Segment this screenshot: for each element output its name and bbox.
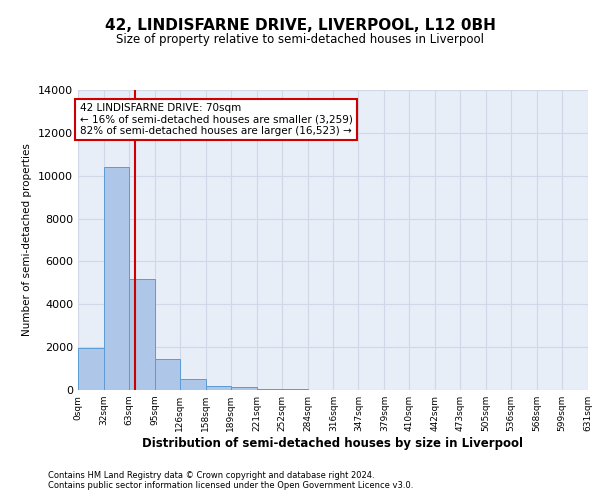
Text: Contains public sector information licensed under the Open Government Licence v3: Contains public sector information licen… (48, 480, 413, 490)
Bar (155, 359, 180, 390)
Bar (104, 167, 129, 390)
Text: Contains HM Land Registry data © Crown copyright and database right 2024.: Contains HM Land Registry data © Crown c… (48, 470, 374, 480)
Text: 42 LINDISFARNE DRIVE: 70sqm
← 16% of semi-detached houses are smaller (3,259)
82: 42 LINDISFARNE DRIVE: 70sqm ← 16% of sem… (80, 103, 352, 136)
Bar (180, 380, 206, 390)
X-axis label: Distribution of semi-detached houses by size in Liverpool: Distribution of semi-detached houses by … (143, 437, 523, 450)
Y-axis label: Number of semi-detached properties: Number of semi-detached properties (22, 144, 32, 336)
Bar (231, 388, 257, 390)
Bar (129, 278, 155, 390)
Text: Size of property relative to semi-detached houses in Liverpool: Size of property relative to semi-detach… (116, 32, 484, 46)
Text: 42, LINDISFARNE DRIVE, LIVERPOOL, L12 0BH: 42, LINDISFARNE DRIVE, LIVERPOOL, L12 0B… (104, 18, 496, 32)
Bar (206, 386, 231, 390)
Bar (78, 348, 104, 390)
Bar (281, 389, 308, 390)
Bar (257, 388, 281, 390)
